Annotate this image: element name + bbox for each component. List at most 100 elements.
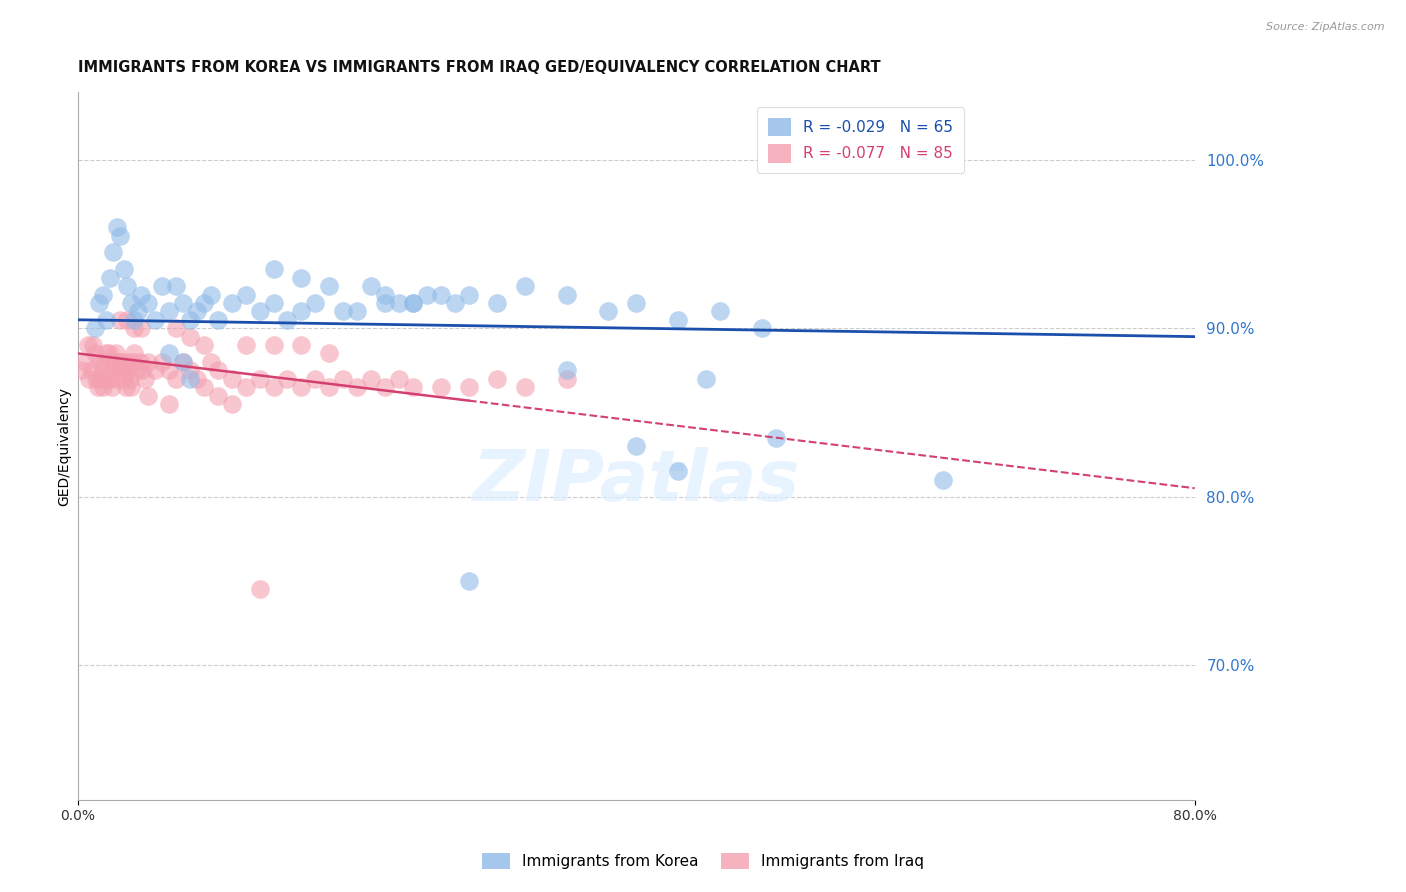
Point	[89, 355, 111, 369]
Point	[555, 372, 578, 386]
Point	[94, 346, 117, 360]
Point	[402, 296, 425, 310]
Point	[87, 372, 110, 386]
Point	[82, 338, 104, 352]
Point	[98, 270, 121, 285]
Point	[101, 355, 124, 369]
Point	[207, 388, 229, 402]
Point	[79, 372, 101, 386]
Point	[83, 321, 105, 335]
Point	[318, 380, 340, 394]
Point	[114, 380, 136, 394]
Point	[555, 363, 578, 377]
Point	[108, 313, 131, 327]
Point	[128, 355, 150, 369]
Point	[143, 313, 166, 327]
Point	[318, 279, 340, 293]
Point	[430, 287, 453, 301]
Point	[186, 372, 208, 386]
Point	[157, 304, 180, 318]
Point	[290, 380, 312, 394]
Point	[388, 372, 411, 386]
Point	[249, 304, 271, 318]
Point	[179, 363, 201, 377]
Point	[318, 346, 340, 360]
Point	[165, 372, 187, 386]
Point	[235, 338, 257, 352]
Point	[402, 296, 425, 310]
Point	[131, 363, 153, 377]
Point	[360, 372, 382, 386]
Point	[129, 287, 152, 301]
Point	[122, 346, 145, 360]
Point	[263, 296, 285, 310]
Point	[290, 304, 312, 318]
Point	[120, 380, 142, 394]
Point	[346, 304, 368, 318]
Point	[193, 338, 215, 352]
Point	[304, 372, 326, 386]
Point	[103, 363, 125, 377]
Point	[100, 380, 122, 394]
Point	[485, 296, 508, 310]
Point	[332, 372, 354, 386]
Point	[91, 287, 114, 301]
Point	[104, 346, 127, 360]
Text: ZIPatlas: ZIPatlas	[472, 447, 800, 516]
Point	[165, 279, 187, 293]
Point	[115, 355, 138, 369]
Point	[87, 296, 110, 310]
Point	[200, 355, 222, 369]
Y-axis label: GED/Equivalency: GED/Equivalency	[58, 386, 72, 506]
Point	[157, 363, 180, 377]
Legend: R = -0.029   N = 65, R = -0.077   N = 85: R = -0.029 N = 65, R = -0.077 N = 85	[758, 107, 963, 173]
Point	[276, 313, 298, 327]
Point	[179, 329, 201, 343]
Point	[200, 287, 222, 301]
Point	[332, 304, 354, 318]
Point	[221, 296, 243, 310]
Point	[179, 372, 201, 386]
Point	[626, 439, 648, 453]
Point	[374, 296, 396, 310]
Point	[127, 304, 149, 318]
Point	[346, 380, 368, 394]
Point	[402, 380, 425, 394]
Point	[72, 363, 94, 377]
Point	[98, 372, 121, 386]
Point	[751, 321, 773, 335]
Legend: Immigrants from Korea, Immigrants from Iraq: Immigrants from Korea, Immigrants from I…	[477, 847, 929, 875]
Point	[118, 372, 141, 386]
Point	[193, 380, 215, 394]
Point	[110, 355, 132, 369]
Point	[115, 279, 138, 293]
Point	[304, 296, 326, 310]
Point	[695, 372, 717, 386]
Point	[458, 574, 481, 588]
Point	[458, 380, 481, 394]
Point	[93, 355, 115, 369]
Point	[75, 355, 97, 369]
Point	[117, 363, 139, 377]
Point	[121, 355, 143, 369]
Point	[115, 313, 138, 327]
Point	[143, 363, 166, 377]
Point	[249, 582, 271, 597]
Point	[108, 363, 131, 377]
Point	[598, 304, 620, 318]
Point	[96, 372, 118, 386]
Point	[221, 372, 243, 386]
Point	[112, 372, 135, 386]
Point	[221, 397, 243, 411]
Point	[374, 287, 396, 301]
Point	[97, 346, 120, 360]
Point	[513, 380, 536, 394]
Point	[80, 363, 103, 377]
Point	[186, 304, 208, 318]
Point	[101, 245, 124, 260]
Point	[84, 372, 107, 386]
Point	[157, 397, 180, 411]
Point	[709, 304, 731, 318]
Point	[626, 296, 648, 310]
Point	[136, 355, 159, 369]
